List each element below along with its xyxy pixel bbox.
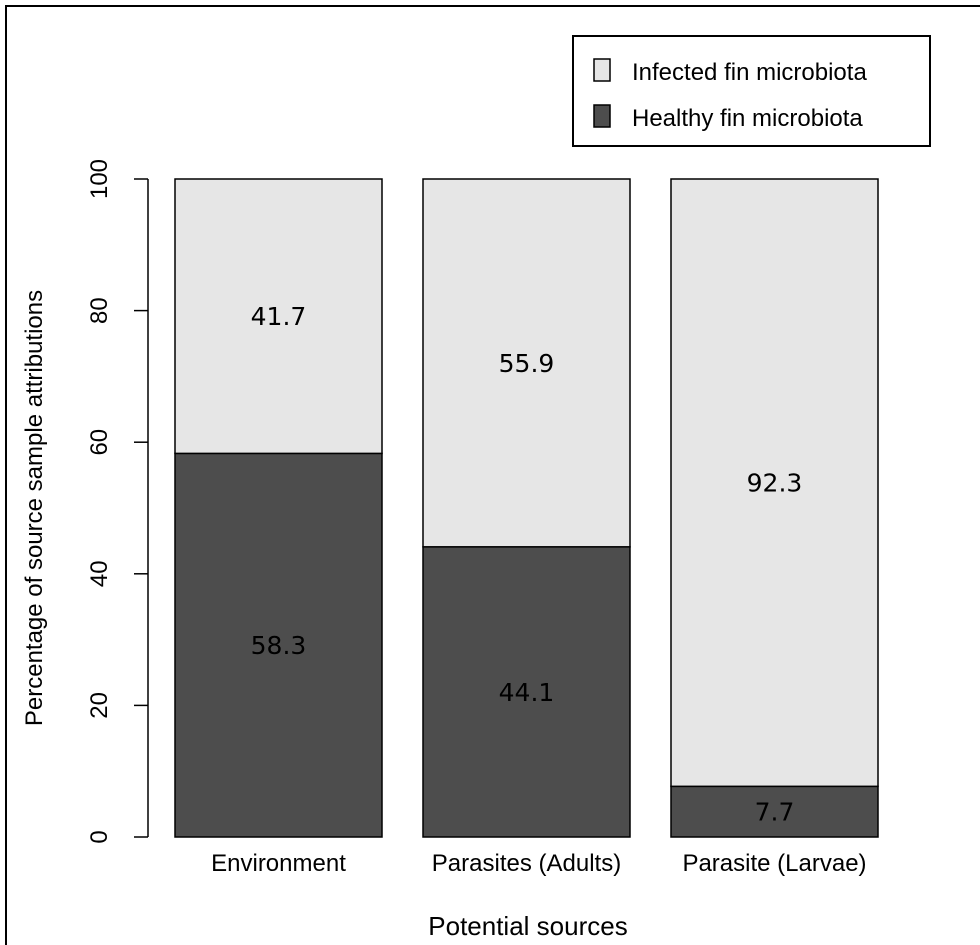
bar-value-label: 41.7 <box>251 302 307 331</box>
bar-value-label: 92.3 <box>747 469 803 498</box>
bars <box>174 178 879 838</box>
bar-value-label: 55.9 <box>499 349 555 378</box>
bar-value-label: 58.3 <box>251 631 307 660</box>
bar-segment <box>174 452 383 838</box>
y-tick-label: 20 <box>86 692 113 719</box>
legend-swatch-infected <box>593 58 611 82</box>
y-axis: 0 20 40 60 80 100 <box>86 159 149 844</box>
x-tick-labels: Environment Parasites (Adults) Parasite (L… <box>211 850 866 877</box>
y-tick-label: 0 <box>86 830 113 843</box>
y-axis-title: Percentage of source sample attributions <box>21 290 48 726</box>
bar-value-labels: 58.3 41.7 44.1 55.9 7.7 92.3 <box>251 302 803 826</box>
y-tick-label: 40 <box>86 560 113 587</box>
x-tick-label: Parasite (Larvae) <box>682 850 866 877</box>
x-tick-label: Environment <box>211 850 346 877</box>
legend: Infected fin microbiota Healthy fin micr… <box>572 35 931 147</box>
legend-box <box>572 35 931 147</box>
bar-segment <box>670 178 879 788</box>
bar-segment <box>174 178 383 455</box>
legend-swatch-healthy <box>593 104 611 128</box>
y-tick-label: 100 <box>86 159 113 199</box>
y-ticks: 0 20 40 60 80 100 <box>86 159 148 844</box>
x-axis-title: Potential sources <box>428 911 627 941</box>
y-tick-label: 60 <box>86 429 113 456</box>
bar-segment <box>422 546 631 838</box>
y-tick-label: 80 <box>86 297 113 324</box>
bar-value-label: 44.1 <box>499 678 555 707</box>
x-tick-label: Parasites (Adults) <box>432 850 621 877</box>
legend-label-infected: Infected fin microbiota <box>632 59 867 86</box>
bar-value-label: 7.7 <box>755 798 795 827</box>
legend-label-healthy: Healthy fin microbiota <box>632 105 863 132</box>
bar-segment <box>670 785 879 838</box>
bar-segment <box>422 178 631 548</box>
